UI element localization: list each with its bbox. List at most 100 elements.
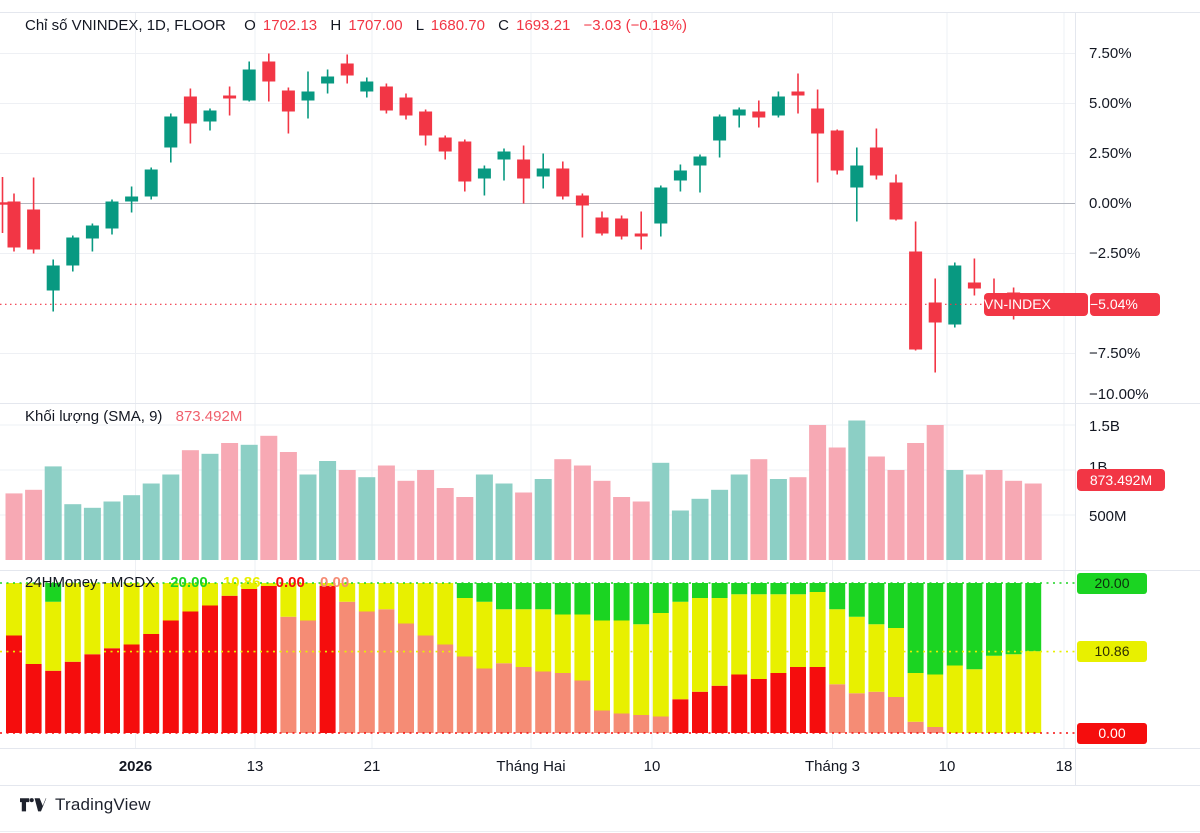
mcdx-bar-segment (554, 614, 571, 673)
volume-bar (828, 447, 846, 560)
volume-bar (319, 461, 337, 560)
mcdx-bar-segment (280, 583, 297, 617)
candle-body (673, 170, 687, 181)
mcdx-bar-segment (378, 609, 395, 733)
mcdx-bar-segment (182, 583, 199, 612)
time-axis[interactable]: 2026 13 21 Tháng Hai 10 Tháng 3 10 18 (0, 749, 1200, 785)
volume-bar (515, 492, 533, 560)
volume-bar (299, 474, 317, 560)
candle-body (791, 91, 805, 96)
volume-bar (985, 470, 1003, 560)
mcdx-bar-segment (241, 589, 258, 733)
mcdx-bar-segment (25, 583, 42, 664)
mcdx-bar-segment (358, 611, 375, 733)
mcdx-bar-segment (162, 620, 179, 733)
mcdx-bar-segment (437, 583, 454, 645)
mcdx-bar-segment (358, 583, 375, 612)
volume-bar (593, 480, 611, 560)
price-axis-label: −2.50% (1089, 244, 1141, 262)
mcdx-bar-segment (829, 684, 846, 733)
mcdx-bar-segment (456, 598, 473, 657)
mcdx-bar-segment (515, 609, 532, 667)
mcdx-bar-segment (986, 583, 1002, 656)
volume-bar (260, 435, 278, 560)
pane-separator-volume-mcdx[interactable] (0, 570, 1200, 571)
candle-body (262, 61, 276, 82)
price-pane-legend[interactable]: Chỉ số VNINDEX, 1D, FLOOR O 1702.13 H 17… (25, 16, 687, 36)
candle-body (458, 141, 472, 182)
candle-body (27, 209, 41, 250)
mcdx-bar-segment (986, 655, 1002, 733)
mcdx-bar-segment (437, 644, 454, 733)
mcdx-bar-segment (535, 609, 552, 672)
time-axis-label: 13 (246, 758, 264, 775)
mcdx-pane-legend[interactable]: 24HMoney - MCDX 20.00 10.86 0.00 0.00 (25, 573, 349, 593)
mcdx-value-green: 20.00 (170, 574, 208, 591)
candle-body (301, 91, 315, 101)
volume-bar (691, 498, 709, 560)
volume-bar (240, 444, 258, 560)
volume-bar (456, 497, 474, 560)
mcdx-bar-segment (750, 679, 767, 733)
tradingview-watermark[interactable]: TradingView (20, 793, 151, 817)
mcdx-bar-segment (731, 674, 748, 733)
mcdx-bar-segment (260, 586, 277, 733)
volume-bar (573, 465, 591, 560)
candle-body (321, 76, 335, 84)
mcdx-bar-segment (456, 656, 473, 733)
mcdx-bar-segment (84, 654, 101, 733)
candle-body (281, 90, 295, 112)
mcdx-bar-segment (456, 583, 473, 598)
mcdx-bar-segment (927, 674, 944, 727)
price-axis-label: 5.00% (1089, 94, 1132, 112)
mcdx-bar-segment (888, 697, 904, 733)
volume-bar (1005, 480, 1023, 560)
last-price-badge: VN-INDEX −5.04% (984, 293, 1160, 316)
volume-bar (652, 462, 670, 560)
mcdx-bar-segment (770, 583, 787, 595)
mcdx-bar-segment (1005, 654, 1022, 733)
time-axis-label: 10 (643, 758, 661, 775)
mcdx-bar-segment (319, 583, 336, 586)
pane-separator-price-volume[interactable] (0, 403, 1200, 404)
volume-bar (475, 474, 493, 560)
mcdx-bar-segment (25, 664, 42, 733)
candle-body (360, 81, 374, 92)
volume-bar (142, 483, 160, 560)
time-axis-top-border (0, 748, 1200, 749)
volume-bar (358, 477, 376, 560)
candle-body (477, 168, 491, 179)
mcdx-bar-segment (966, 669, 983, 733)
candle-body (830, 130, 844, 171)
volume-pane-legend[interactable]: Khối lượng (SMA, 9) 873.492M (25, 407, 242, 427)
candle-body (811, 108, 825, 134)
mcdx-bar-segment (711, 583, 728, 598)
mcdx-bar-segment (45, 601, 62, 671)
mcdx-bar-segment (790, 594, 806, 667)
volume-bar (711, 489, 729, 560)
mcdx-bar-segment (613, 620, 630, 714)
candle-body (909, 251, 923, 350)
mcdx-bar-segment (574, 614, 591, 681)
high-value: 1707.00 (348, 17, 403, 34)
volume-bar (946, 470, 964, 560)
price-axis-label: 2.50% (1089, 144, 1132, 162)
candle-body (164, 116, 178, 148)
chart-top-border (0, 12, 1200, 13)
mcdx-bar-segment (672, 699, 689, 733)
volume-bar (789, 477, 807, 560)
candle-body (399, 97, 413, 116)
candle-body (85, 225, 99, 239)
candle-body (379, 86, 393, 111)
mcdx-bar-segment (104, 583, 120, 649)
chart-plot-area[interactable] (0, 0, 1075, 750)
mcdx-bar-segment (946, 583, 963, 666)
open-value: 1702.13 (262, 17, 318, 34)
mcdx-bar-segment (770, 594, 787, 673)
price-axis-label: −10.00% (1089, 385, 1149, 403)
mcdx-bar-segment (535, 583, 552, 610)
mcdx-bar-segment (221, 583, 238, 596)
volume-bar (83, 507, 101, 560)
mcdx-bar-segment (613, 583, 630, 621)
mcdx-bar-segment (300, 583, 316, 621)
